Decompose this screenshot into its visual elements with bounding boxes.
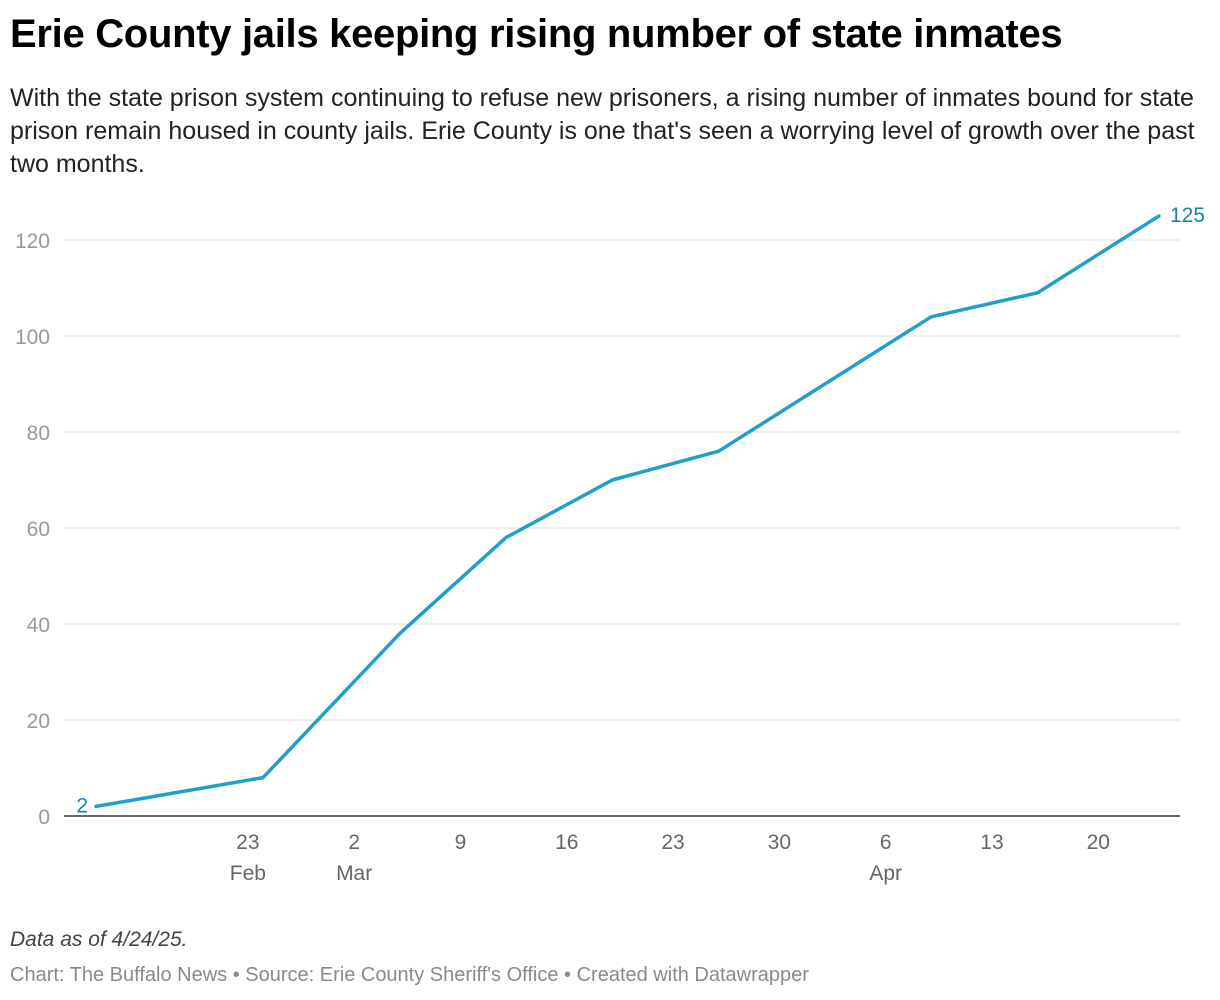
x-tick-month-label: Feb bbox=[230, 862, 266, 885]
y-tick-label: 20 bbox=[27, 710, 50, 733]
x-tick-label: 6 bbox=[880, 831, 892, 854]
series-line bbox=[94, 214, 1161, 809]
chart-footer: Chart: The Buffalo News • Source: Erie C… bbox=[10, 964, 809, 986]
series-layer bbox=[94, 214, 1161, 809]
y-tick-label: 0 bbox=[38, 806, 50, 829]
x-tick-month-label: Apr bbox=[869, 862, 902, 885]
x-tick-label: 30 bbox=[768, 831, 791, 854]
y-tick-label: 80 bbox=[27, 422, 50, 445]
x-tick-label: 9 bbox=[455, 831, 467, 854]
x-tick-label: 16 bbox=[555, 831, 578, 854]
x-tick-label: 20 bbox=[1087, 831, 1110, 854]
x-tick-label: 23 bbox=[661, 831, 684, 854]
y-axis-ticks: 0 20 40 60 80 100 120 bbox=[15, 230, 50, 829]
gridlines bbox=[64, 239, 1180, 817]
y-tick-label: 120 bbox=[15, 230, 50, 253]
chart-title: Erie County jails keeping rising number … bbox=[10, 12, 1063, 56]
x-tick-label: 2 bbox=[348, 831, 360, 854]
y-tick-label: 100 bbox=[15, 326, 50, 349]
x-tick-month-label: Mar bbox=[336, 862, 372, 885]
chart-subtitle: With the state prison system continuing … bbox=[10, 84, 1195, 178]
x-tick-label: 23 bbox=[236, 831, 259, 854]
data-label: 2 bbox=[76, 794, 88, 817]
data-note: Data as of 4/24/25. bbox=[10, 928, 188, 951]
data-labels: 2 125 bbox=[76, 204, 1205, 817]
data-label: 125 bbox=[1170, 204, 1205, 227]
x-axis-ticks: 23 Feb 2 Mar 9 16 23 30 6 Apr 13 20 bbox=[230, 831, 1110, 885]
y-tick-label: 60 bbox=[27, 518, 50, 541]
x-tick-label: 13 bbox=[980, 831, 1003, 854]
y-tick-label: 40 bbox=[27, 614, 50, 637]
